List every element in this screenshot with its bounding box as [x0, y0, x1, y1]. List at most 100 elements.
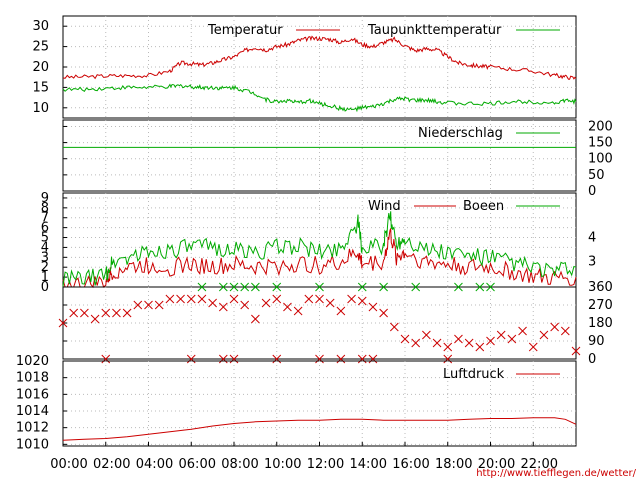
scatter-point-0-6 [122, 308, 132, 318]
scatter-point-0-7 [133, 300, 143, 310]
scatter-x-b [389, 322, 399, 332]
scatter-point-1-7 [357, 282, 367, 292]
scatter-x-b [432, 338, 442, 348]
scatter-x-b [80, 308, 89, 318]
scatter-x-b [368, 302, 378, 312]
scatter-x-b [240, 282, 250, 292]
y-tick-label-wind-1: 1 [41, 270, 49, 285]
scatter-x-b [336, 306, 346, 316]
x-tick-label-1: 02:00 [93, 457, 130, 472]
scatter-x-b [122, 308, 132, 318]
scatter-x-b [411, 338, 421, 348]
scatter-point-0-13 [197, 294, 207, 304]
scatter-x-b [272, 294, 282, 304]
bft-tick-label-0: 3 [588, 254, 596, 269]
scatter-point-0-38 [464, 338, 474, 348]
scatter-point-0-47 [560, 326, 570, 336]
scatter-point-0-48 [571, 346, 581, 356]
y-tick-label-wind-7: 7 [41, 211, 49, 226]
scatter-point-0-50 [186, 354, 196, 364]
y-tick-label-temperature-1: 15 [32, 80, 49, 95]
scatter-point-0-51 [218, 354, 228, 364]
scatter-point-0-24 [315, 294, 324, 304]
scatter-x-b [218, 282, 228, 292]
y-tick-label-wind_direction-2: 180 [588, 316, 613, 331]
scatter-point-0-34 [422, 330, 431, 340]
y-tick-label-wind_direction-3: 270 [588, 298, 613, 313]
scatter-x-b [229, 282, 239, 292]
scatter-x-b [357, 296, 367, 306]
scatter-x-b [368, 354, 378, 364]
scatter-point-0-41 [496, 330, 506, 340]
y-tick-label-wind-4: 4 [41, 240, 49, 255]
scatter-point-0-9 [154, 300, 164, 310]
scatter-x-b [454, 282, 463, 292]
y-tick-label-precipitation-0: 0 [588, 184, 596, 199]
scatter-x-b [496, 330, 506, 340]
scatter-x-b [571, 346, 581, 356]
y-tick-label-temperature-3: 25 [32, 40, 49, 55]
scatter-x-b [454, 334, 463, 344]
y-tick-label-pressure-3: 1016 [16, 387, 49, 402]
scatter-point-0-30 [379, 308, 388, 318]
scatter-point-0-31 [389, 322, 399, 332]
y-tick-label-pressure-1: 1012 [16, 421, 49, 436]
scatter-point-0-33 [411, 338, 421, 348]
scatter-point-0-46 [550, 322, 559, 332]
y-tick-label-wind-3: 3 [41, 250, 49, 265]
scatter-x-b [176, 294, 185, 304]
scatter-point-0-42 [507, 334, 517, 344]
scatter-point-0-15 [218, 302, 228, 312]
y-tick-label-precipitation-1: 50 [588, 168, 605, 183]
scatter-x-b [272, 354, 282, 364]
scatter-point-0-32 [400, 334, 410, 344]
scatter-point-0-0 [58, 318, 68, 328]
scatter-point-1-5 [272, 282, 282, 292]
scatter-x-b [400, 334, 410, 344]
scatter-point-0-3 [90, 314, 100, 324]
scatter-x-b [539, 330, 549, 340]
scatter-point-0-22 [293, 306, 303, 316]
scatter-point-0-19 [261, 298, 271, 308]
scatter-x-b [560, 326, 570, 336]
scatter-x-b [90, 314, 100, 324]
scatter-x-b [251, 282, 260, 292]
scatter-point-0-55 [336, 354, 346, 364]
scatter-point-0-39 [475, 342, 485, 352]
y-tick-label-wind_direction-1: 90 [588, 334, 605, 349]
scatter-point-0-52 [229, 354, 239, 364]
scatter-point-0-18 [251, 314, 260, 324]
scatter-x-b [475, 282, 485, 292]
y-tick-label-wind_direction-0: 0 [588, 352, 596, 367]
scatter-x-b [101, 308, 111, 318]
x-tick-label-11: 22:00 [521, 457, 558, 472]
scatter-x-b [486, 336, 495, 346]
scatter-point-1-8 [379, 282, 388, 292]
y-tick-label-wind-0: 0 [41, 280, 49, 295]
scatter-x-b [218, 354, 228, 364]
scatter-x-b [197, 294, 207, 304]
x-tick-label-7: 14:00 [350, 457, 387, 472]
scatter-x-b [133, 300, 143, 310]
scatter-x-b [293, 306, 303, 316]
scatter-x-b [336, 354, 346, 364]
scatter-x-b [229, 294, 239, 304]
x-tick-label-4: 08:00 [221, 457, 258, 472]
scatter-x-b [518, 326, 527, 336]
scatter-x-b [101, 354, 111, 364]
scatter-point-0-45 [539, 330, 549, 340]
scatter-point-0-44 [528, 342, 538, 352]
y-tick-label-pressure-2: 1014 [16, 404, 49, 419]
scatter-point-0-20 [272, 294, 282, 304]
scatter-x-b [218, 302, 228, 312]
scatter-point-1-12 [486, 282, 495, 292]
x-tick-label-3: 06:00 [179, 457, 216, 472]
x-tick-label-10: 20:00 [478, 457, 515, 472]
y-tick-label-pressure-5: 1020 [16, 354, 49, 369]
scatter-x-b [186, 294, 196, 304]
scatter-x-b [69, 308, 79, 318]
scatter-point-0-37 [454, 334, 463, 344]
scatter-point-0-8 [144, 300, 153, 310]
scatter-x-b [229, 354, 239, 364]
